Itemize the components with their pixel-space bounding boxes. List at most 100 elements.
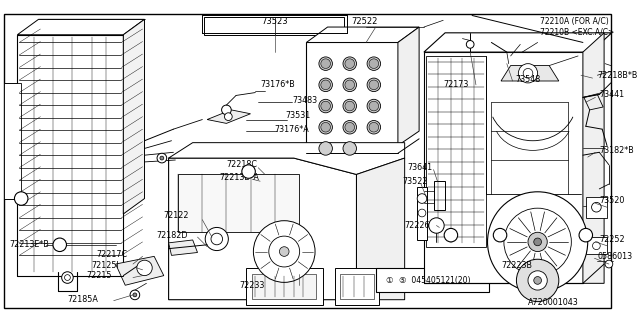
Circle shape — [211, 233, 223, 245]
Text: 73441: 73441 — [599, 90, 625, 99]
Bar — [376, 268, 490, 292]
Circle shape — [467, 41, 474, 48]
Circle shape — [534, 276, 541, 284]
Circle shape — [343, 78, 356, 92]
Circle shape — [133, 293, 137, 297]
Polygon shape — [307, 27, 419, 43]
Bar — [417, 187, 427, 240]
Polygon shape — [583, 33, 604, 283]
Circle shape — [534, 238, 541, 246]
Circle shape — [319, 57, 332, 70]
Text: 72217C: 72217C — [97, 250, 127, 259]
Polygon shape — [398, 27, 419, 146]
Text: 72210A (FOR A/C): 72210A (FOR A/C) — [540, 17, 608, 26]
Circle shape — [418, 209, 426, 217]
Text: 73520: 73520 — [599, 196, 625, 205]
Circle shape — [343, 57, 356, 70]
Text: ①: ① — [447, 231, 454, 240]
Circle shape — [528, 232, 547, 252]
Polygon shape — [17, 19, 145, 35]
Polygon shape — [168, 158, 356, 300]
Text: ②: ② — [18, 194, 24, 203]
Circle shape — [345, 101, 355, 111]
Bar — [4, 83, 21, 198]
Bar — [433, 181, 445, 210]
Circle shape — [493, 228, 507, 242]
Circle shape — [367, 57, 381, 70]
Circle shape — [253, 221, 315, 282]
Text: 72210B <EXC.A/C>: 72210B <EXC.A/C> — [540, 27, 614, 36]
Circle shape — [367, 78, 381, 92]
Circle shape — [53, 238, 67, 252]
Circle shape — [319, 78, 332, 92]
Text: 73483: 73483 — [292, 96, 317, 105]
Circle shape — [523, 68, 533, 78]
Circle shape — [130, 290, 140, 300]
Text: 73641: 73641 — [408, 163, 433, 172]
Text: 72213E*B: 72213E*B — [10, 240, 49, 249]
Polygon shape — [584, 94, 603, 110]
Text: ②: ② — [56, 240, 63, 249]
Circle shape — [345, 80, 355, 90]
Circle shape — [429, 218, 444, 233]
Text: 73523: 73523 — [261, 17, 288, 26]
Bar — [179, 174, 299, 232]
Text: 72215: 72215 — [86, 271, 112, 280]
Text: ⑤: ⑤ — [398, 276, 405, 285]
Circle shape — [225, 113, 232, 121]
Circle shape — [369, 123, 379, 132]
Text: ①: ① — [245, 167, 252, 176]
Circle shape — [65, 275, 70, 280]
Circle shape — [417, 194, 427, 203]
Circle shape — [369, 101, 379, 111]
Polygon shape — [424, 33, 612, 52]
Circle shape — [242, 165, 255, 178]
Circle shape — [488, 192, 588, 292]
Text: 72122: 72122 — [164, 212, 189, 220]
Circle shape — [518, 64, 538, 83]
Text: 73531: 73531 — [285, 111, 310, 120]
Text: 72182D: 72182D — [156, 231, 188, 240]
Circle shape — [367, 121, 381, 134]
Text: 73176*B: 73176*B — [260, 80, 295, 89]
Bar — [252, 274, 316, 299]
Text: 72223B: 72223B — [501, 261, 532, 270]
Text: 72125I: 72125I — [92, 261, 119, 270]
Circle shape — [321, 80, 330, 90]
Text: 72218B*B: 72218B*B — [597, 71, 637, 80]
Circle shape — [160, 156, 164, 160]
Text: 73522: 73522 — [403, 177, 428, 186]
Circle shape — [61, 272, 73, 283]
Text: A720001043: A720001043 — [528, 298, 579, 307]
Text: 72173: 72173 — [443, 80, 468, 89]
Circle shape — [321, 59, 330, 68]
Text: ①: ① — [497, 231, 504, 240]
Text: 72218C: 72218C — [227, 160, 257, 169]
Polygon shape — [168, 240, 198, 255]
Circle shape — [319, 99, 332, 113]
Circle shape — [205, 228, 228, 251]
Circle shape — [221, 105, 231, 115]
Polygon shape — [207, 110, 250, 124]
Bar — [586, 237, 607, 254]
Text: 72226: 72226 — [404, 221, 430, 230]
Text: 73182*B: 73182*B — [599, 146, 634, 155]
Circle shape — [137, 260, 152, 276]
Circle shape — [369, 80, 379, 90]
Text: 72522: 72522 — [351, 17, 378, 26]
Text: ②: ② — [582, 231, 589, 240]
Bar — [204, 17, 344, 35]
Circle shape — [369, 59, 379, 68]
Bar — [246, 268, 323, 305]
Text: 0586013: 0586013 — [597, 252, 632, 261]
Polygon shape — [356, 158, 404, 300]
Circle shape — [15, 192, 28, 205]
Text: ①: ① — [385, 276, 393, 285]
Circle shape — [605, 260, 612, 268]
Polygon shape — [168, 143, 404, 174]
Circle shape — [280, 247, 289, 256]
Circle shape — [321, 101, 330, 111]
Circle shape — [269, 236, 300, 267]
Bar — [424, 52, 583, 283]
Circle shape — [528, 271, 547, 290]
